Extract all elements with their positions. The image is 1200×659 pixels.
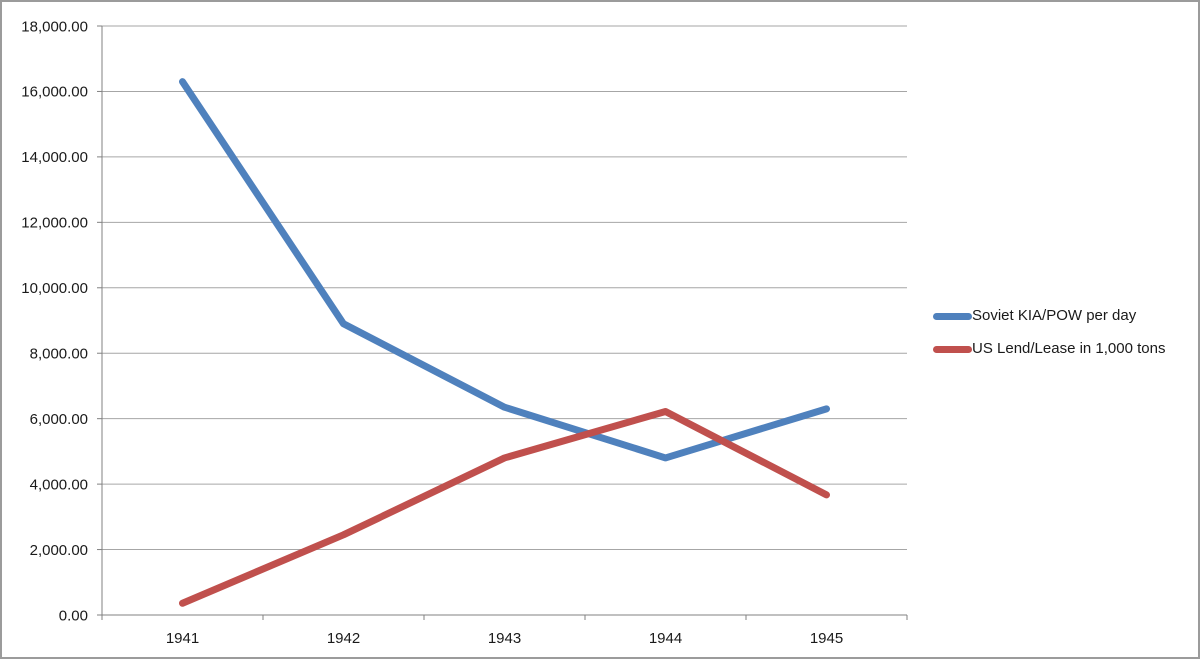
- y-tick-label: 14,000.00: [21, 149, 88, 166]
- legend-label-lend-lease: US Lend/Lease in 1,000 tons: [972, 340, 1166, 357]
- x-tick-label: 1941: [166, 630, 199, 647]
- x-tick-label: 1944: [649, 630, 682, 647]
- legend: Soviet KIA/POW per day US Lend/Lease in …: [933, 305, 1165, 371]
- y-tick-label: 10,000.00: [21, 280, 88, 297]
- legend-swatch-red-line: [933, 345, 972, 353]
- y-tick-label: 8,000.00: [30, 345, 88, 362]
- y-tick-label: 12,000.00: [21, 215, 88, 232]
- series-line-0: [179, 78, 830, 462]
- y-tick-label: 0.00: [59, 607, 88, 624]
- x-tick-label: 1942: [327, 630, 360, 647]
- series-line-1: [179, 407, 830, 607]
- y-tick-label: 6,000.00: [30, 411, 88, 428]
- x-tick-label: 1945: [810, 630, 843, 647]
- legend-item-soviet-kia: Soviet KIA/POW per day: [933, 305, 1165, 327]
- legend-label-soviet-kia: Soviet KIA/POW per day: [972, 307, 1137, 324]
- x-tick-label: 1943: [488, 630, 521, 647]
- y-tick-label: 2,000.00: [30, 542, 88, 559]
- y-tick-label: 18,000.00: [21, 18, 88, 35]
- y-tick-label: 16,000.00: [21, 84, 88, 101]
- legend-swatch-blue-line: [933, 312, 972, 320]
- y-tick-label: 4,000.00: [30, 476, 88, 493]
- legend-item-lend-lease: US Lend/Lease in 1,000 tons: [933, 338, 1165, 360]
